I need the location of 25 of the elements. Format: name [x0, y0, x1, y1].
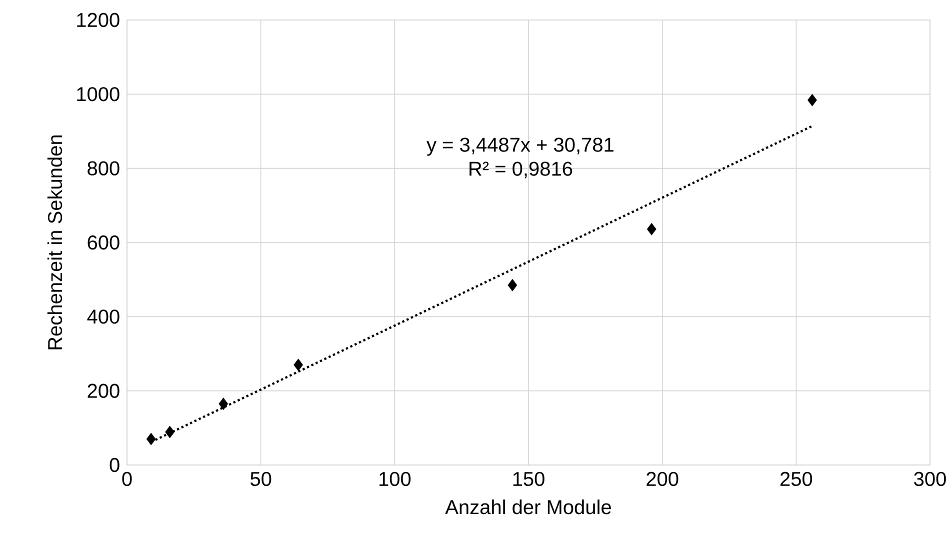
x-tick-label: 150 [513, 472, 544, 486]
y-tick-label: 600 [88, 235, 120, 250]
point [808, 94, 817, 106]
x-axis-title: Anzahl der Module [445, 500, 611, 514]
point [646, 222, 656, 236]
point [165, 426, 175, 438]
annotation: R² = 0,9816 [470, 162, 572, 178]
annotation: y = 3,4487x + 30,781 [426, 138, 614, 156]
y-tick-label: 0 [110, 458, 120, 472]
x-tick-label: 0 [122, 472, 132, 486]
y-tick-label: 800 [88, 161, 120, 176]
x-tick-label: 100 [380, 472, 411, 486]
x-tick-label: 250 [780, 472, 812, 486]
y-tick-label: 200 [88, 384, 120, 398]
x-tick-label: 300 [914, 472, 946, 486]
point [508, 278, 518, 292]
point [218, 398, 228, 410]
x-tick-label: 200 [646, 472, 678, 486]
y-axis-title: Rechenzeit in Sekunden [47, 135, 62, 350]
y-tick-label: 1200 [77, 12, 120, 28]
y-tick-label: 1000 [77, 87, 120, 102]
y-tick-label: 400 [87, 310, 120, 324]
point [294, 358, 304, 372]
point [146, 432, 156, 446]
x-tick-label: 50 [250, 472, 272, 486]
